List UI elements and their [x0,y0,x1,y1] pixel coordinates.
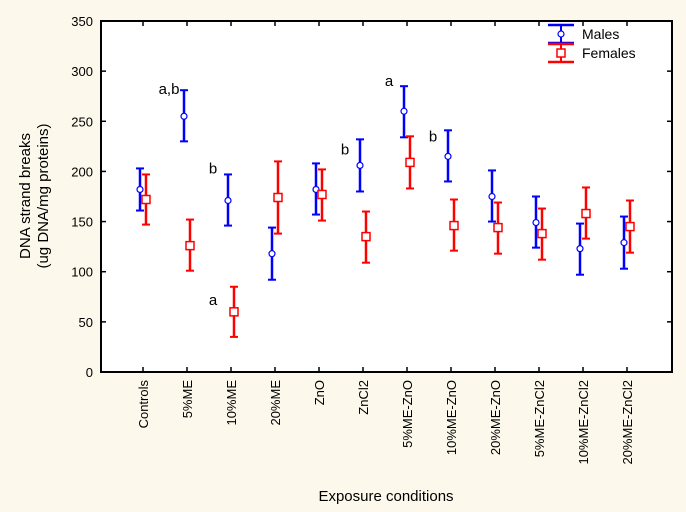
legend: Males Females [548,23,636,64]
mean-point [449,220,459,231]
errorbar-males [620,215,628,270]
errorbar-females [449,198,459,252]
mean-point [532,218,540,227]
y-tick-label: 200 [71,164,93,179]
errorbar-females [581,186,591,240]
errorbar-females [185,218,195,272]
mean-point [136,185,144,194]
y-tick-label: 300 [71,64,93,79]
errorbar-males [312,162,320,216]
x-tick-label: 10%ME-ZnCl2 [576,380,591,465]
significance-label: b [341,141,349,158]
legend-marker-square [556,48,566,58]
errorbar-males [532,195,540,249]
y-tick-label: 350 [71,14,93,29]
mean-point [268,250,276,258]
mean-point [356,161,364,170]
x-tick-label: ZnCl2 [356,380,371,415]
x-tick-label: 10%ME [224,380,239,426]
errorbar-males [180,89,188,143]
mean-point [405,157,415,168]
y-tick-label: 150 [71,215,93,230]
mean-point [488,192,496,201]
mean-point [620,239,628,247]
mean-point [180,112,188,120]
mean-point [537,228,547,239]
legend-label: Males [582,26,619,42]
mean-point [224,196,232,205]
errorbar-males [268,226,276,281]
errorbar-females [405,135,415,190]
mean-point [229,307,239,317]
mean-point [444,152,452,160]
x-tick-label: 10%ME-ZnO [444,380,459,455]
errorbar-females [625,199,635,254]
mean-point [581,208,591,219]
y-tick-label: 250 [71,114,93,129]
errorbar-females [361,210,371,264]
mean-point [400,107,408,115]
x-tick-label: Controls [136,380,151,429]
mean-point [493,222,503,233]
x-tick-label: 5%ME [180,380,195,419]
errorbar-males [444,129,452,183]
y-axis-title-line1: DNA strand breaks [17,133,34,259]
x-tick-label: 5%ME-ZnO [400,380,415,448]
errorbar-females [317,168,327,222]
significance-label: a [209,292,218,309]
y-tick-label: 50 [79,315,93,330]
errorbar-females [493,201,503,255]
significance-label: b [429,128,437,145]
y-tick-label: 100 [71,265,93,280]
x-tick-label: 20%ME-ZnCl2 [620,380,635,465]
mean-point [273,192,283,203]
x-tick-label: 20%ME-ZnO [488,380,503,455]
plot-area [100,20,673,373]
significance-label: a [385,73,394,90]
mean-point [625,221,635,232]
x-axis-title: Exposure conditions [318,488,453,505]
mean-point [141,194,151,205]
errorbar-females [537,207,547,261]
errorbar-males [356,138,364,193]
legend-label: Females [582,45,636,61]
errorbar-males [488,169,496,223]
x-tick-label: 5%ME-ZnCl2 [532,380,547,457]
x-tick-label: ZnO [312,380,327,405]
y-tick-label: 0 [86,365,93,380]
significance-label: a,b [159,81,180,98]
y-axis-title-line2: (ug DNA/mg proteins) [35,123,52,268]
x-tick-label: 20%ME [268,380,283,426]
errorbar-males [136,167,144,212]
mean-point [185,240,195,251]
errorbar-females [141,173,151,226]
significance-label: b [209,160,217,177]
errorbar-males [224,173,232,227]
errorbar-males [576,222,584,276]
errorbar-females [273,160,283,235]
mean-point [576,245,584,253]
errorbar-males [400,85,408,139]
mean-point [317,189,327,200]
mean-point [361,231,371,242]
errorbar-females [229,285,239,338]
legend-marker-circle [557,30,565,38]
